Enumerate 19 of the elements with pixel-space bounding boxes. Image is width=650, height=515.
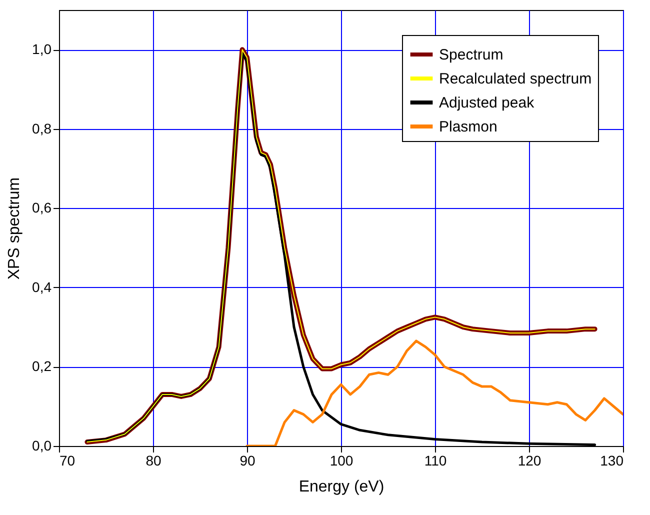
y-tick-label: 0,2 (32, 358, 52, 374)
y-tick-label: 0,8 (32, 120, 52, 136)
legend-label: Adjusted peak (439, 94, 535, 112)
legend-label: Spectrum (439, 46, 504, 64)
x-axis-title: Energy (eV) (298, 478, 384, 496)
x-tick-label: 80 (146, 452, 162, 468)
legend-label: Recalculated spectrum (439, 70, 592, 88)
y-axis-title: XPS spectrum (6, 177, 24, 280)
y-tick-label: 0,0 (32, 438, 52, 454)
x-tick-label: 120 (518, 452, 542, 468)
y-tick-label: 1,0 (32, 41, 52, 58)
y-tick-label: 0,6 (32, 200, 52, 216)
x-tick-label: 110 (424, 452, 447, 468)
x-tick-label: 100 (330, 452, 354, 468)
x-tick-label: 90 (240, 452, 256, 468)
x-tick-label: 70 (60, 452, 76, 468)
y-tick-label: 0,4 (32, 278, 52, 295)
x-tick-label: 130 (600, 452, 624, 468)
legend-label: Plasmon (439, 118, 498, 136)
